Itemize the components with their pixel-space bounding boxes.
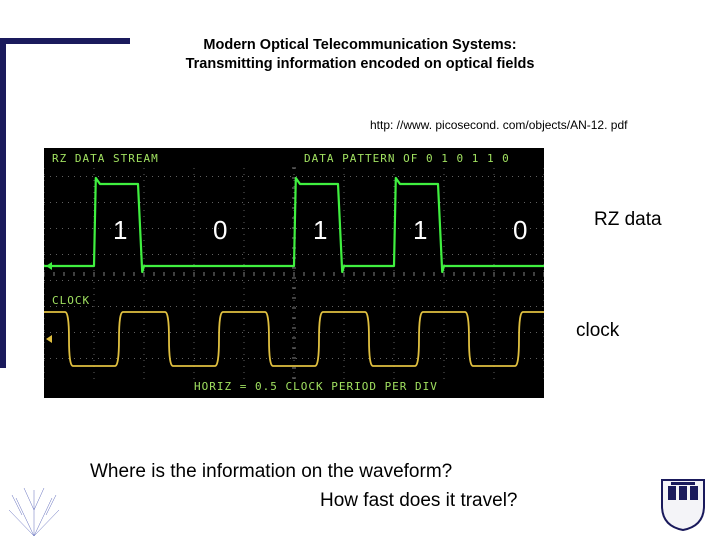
svg-text:0: 0 (513, 215, 527, 245)
svg-text:CLOCK: CLOCK (52, 294, 90, 307)
svg-text:1: 1 (313, 215, 327, 245)
title-line-1: Modern Optical Telecommunication Systems… (203, 37, 516, 53)
slide-title: Modern Optical Telecommunication Systems… (120, 36, 600, 74)
svg-text:DATA PATTERN OF 0 1 0 1 1 0: DATA PATTERN OF 0 1 0 1 1 0 (304, 152, 510, 165)
title-line-2: Transmitting information encoded on opti… (186, 56, 535, 72)
corner-bar-vertical (0, 38, 6, 368)
corner-bar-horizontal (0, 38, 130, 44)
university-shield-icon (658, 476, 708, 532)
scope-svg: RZ DATA STREAM DATA PATTERN OF 0 1 0 1 1 … (44, 148, 544, 398)
svg-text:RZ DATA STREAM: RZ DATA STREAM (52, 152, 159, 165)
svg-text:1: 1 (113, 215, 127, 245)
svg-text:0: 0 (213, 215, 227, 245)
clock-label: clock (576, 320, 619, 342)
source-url: http: //www. picosecond. com/objects/AN-… (370, 118, 627, 132)
oscilloscope-screenshot: RZ DATA STREAM DATA PATTERN OF 0 1 0 1 1 … (44, 148, 544, 398)
question-line-1: Where is the information on the waveform… (90, 458, 517, 487)
slide-question: Where is the information on the waveform… (90, 458, 517, 515)
svg-text:1: 1 (413, 215, 427, 245)
rz-data-label: RZ data (594, 209, 662, 231)
question-line-2: How fast does it travel? (320, 487, 517, 516)
decorative-fractal-icon (4, 480, 64, 536)
svg-text:HORIZ = 0.5 CLOCK PERIOD PER D: HORIZ = 0.5 CLOCK PERIOD PER DIV (194, 380, 438, 393)
